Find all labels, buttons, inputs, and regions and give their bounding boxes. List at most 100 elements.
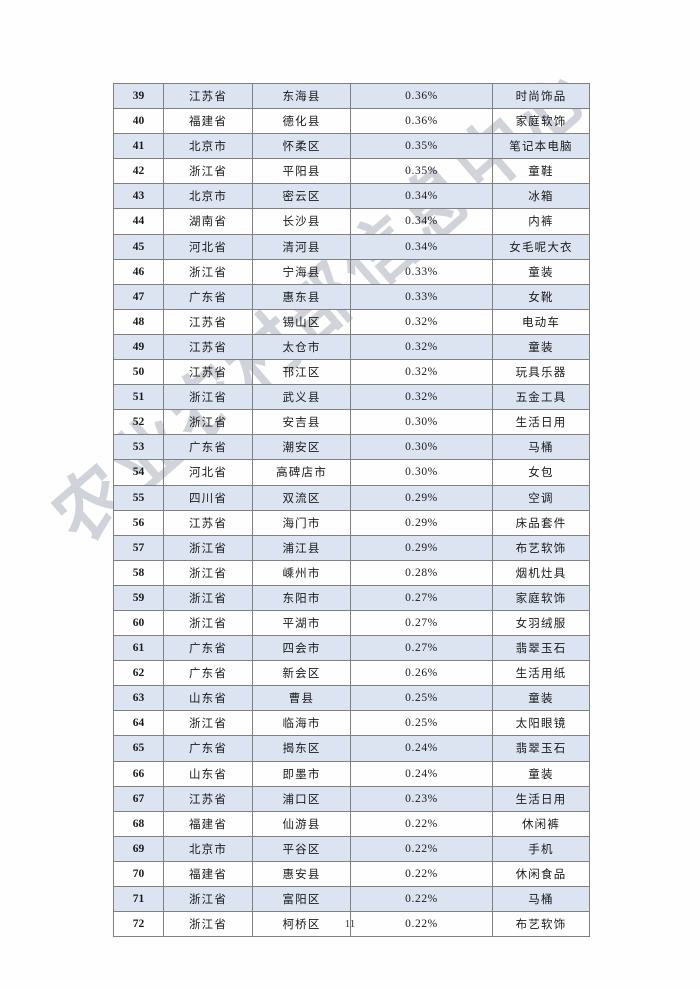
cell-category: 女靴: [492, 283, 590, 310]
cell-province: 广东省: [163, 635, 253, 662]
cell-rank: 39: [113, 82, 164, 110]
table-row: 40 福建省 德化县 0.36% 家庭软饰: [113, 108, 590, 135]
cell-province: 北京市: [163, 835, 253, 862]
cell-rank: 66: [113, 760, 164, 787]
cell-rank: 68: [113, 810, 164, 837]
cell-category: 布艺软饰: [492, 911, 590, 938]
table-row: 45 河北省 清河县 0.34% 女毛呢大衣: [113, 233, 590, 260]
table-row: 71 浙江省 富阳区 0.22% 马桶: [113, 885, 590, 913]
cell-province: 江苏省: [163, 82, 253, 110]
cell-rank: 70: [113, 860, 164, 888]
cell-rank: 57: [113, 534, 164, 561]
cell-rank: 40: [113, 108, 164, 135]
cell-province: 山东省: [163, 760, 253, 787]
table-row: 69 北京市 平谷区 0.22% 手机: [113, 835, 590, 862]
cell-rank: 41: [113, 133, 164, 160]
cell-category: 玩具乐器: [492, 359, 590, 386]
cell-rank: 69: [113, 835, 164, 862]
cell-county: 惠安县: [252, 860, 351, 888]
cell-rank: 67: [113, 785, 164, 812]
cell-percent: 0.24%: [350, 735, 493, 762]
table-row: 54 河北省 高碑店市 0.30% 女包: [113, 459, 590, 486]
cell-rank: 49: [113, 333, 164, 361]
cell-province: 广东省: [163, 660, 253, 687]
cell-province: 河北省: [163, 233, 253, 260]
cell-percent: 0.32%: [350, 333, 493, 361]
cell-percent: 0.34%: [350, 183, 493, 210]
cell-category: 休闲裤: [492, 810, 590, 837]
cell-rank: 48: [113, 308, 164, 335]
table-row: 59 浙江省 东阳市 0.27% 家庭软饰: [113, 584, 590, 611]
cell-county: 怀柔区: [252, 133, 351, 160]
cell-category: 马桶: [492, 885, 590, 913]
cell-rank: 64: [113, 710, 164, 737]
cell-category: 冰箱: [492, 183, 590, 210]
cell-province: 河北省: [163, 459, 253, 486]
cell-province: 福建省: [163, 810, 253, 837]
cell-rank: 51: [113, 384, 164, 411]
cell-percent: 0.27%: [350, 609, 493, 637]
cell-category: 太阳眼镜: [492, 710, 590, 737]
cell-rank: 59: [113, 584, 164, 611]
cell-percent: 0.22%: [350, 860, 493, 888]
table-row: 72 浙江省 柯桥区 0.22% 布艺软饰: [113, 911, 590, 938]
cell-county: 双流区: [252, 484, 351, 511]
cell-category: 布艺软饰: [492, 534, 590, 561]
table-row: 41 北京市 怀柔区 0.35% 笔记本电脑: [113, 133, 590, 160]
cell-province: 浙江省: [163, 710, 253, 737]
cell-rank: 56: [113, 509, 164, 536]
table-row: 49 江苏省 太仓市 0.32% 童装: [113, 333, 590, 361]
table-row: 48 江苏省 锡山区 0.32% 电动车: [113, 308, 590, 335]
cell-category: 家庭软饰: [492, 584, 590, 611]
cell-percent: 0.36%: [350, 108, 493, 135]
cell-province: 浙江省: [163, 584, 253, 611]
cell-rank: 62: [113, 660, 164, 687]
cell-category: 家庭软饰: [492, 108, 590, 135]
table-row: 52 浙江省 安吉县 0.30% 生活日用: [113, 409, 590, 436]
cell-rank: 47: [113, 283, 164, 310]
cell-rank: 52: [113, 409, 164, 436]
cell-county: 锡山区: [252, 308, 351, 335]
cell-county: 德化县: [252, 108, 351, 135]
cell-province: 湖南省: [163, 208, 253, 235]
cell-rank: 63: [113, 685, 164, 712]
cell-county: 浦江县: [252, 534, 351, 561]
cell-category: 生活日用: [492, 409, 590, 436]
cell-county: 四会市: [252, 635, 351, 662]
cell-county: 即墨市: [252, 760, 351, 787]
cell-category: 内裤: [492, 208, 590, 235]
cell-percent: 0.22%: [350, 835, 493, 862]
table-row: 50 江苏省 邗江区 0.32% 玩具乐器: [113, 359, 590, 386]
cell-county: 东阳市: [252, 584, 351, 611]
cell-province: 江苏省: [163, 509, 253, 536]
cell-category: 女羽绒服: [492, 609, 590, 637]
cell-county: 揭东区: [252, 735, 351, 762]
cell-county: 武义县: [252, 384, 351, 411]
cell-category: 翡翠玉石: [492, 635, 590, 662]
cell-category: 女毛呢大衣: [492, 233, 590, 260]
cell-county: 潮安区: [252, 434, 351, 461]
cell-category: 休闲食品: [492, 860, 590, 888]
cell-county: 曹县: [252, 685, 351, 712]
cell-county: 新会区: [252, 660, 351, 687]
county-ranking-table: 39 江苏省 东海县 0.36% 时尚饰品 40 福建省 德化县 0.36% 家庭软饰 41 北京市怀…: [113, 82, 590, 938]
cell-percent: 0.22%: [350, 911, 493, 938]
cell-percent: 0.34%: [350, 233, 493, 260]
cell-county: 惠东县: [252, 283, 351, 310]
table-row: 62 广东省 新会区 0.26% 生活用纸: [113, 660, 590, 687]
cell-province: 四川省: [163, 484, 253, 511]
cell-category: 电动车: [492, 308, 590, 335]
cell-percent: 0.22%: [350, 885, 493, 913]
cell-rank: 71: [113, 885, 164, 913]
cell-rank: 61: [113, 635, 164, 662]
cell-province: 山东省: [163, 685, 253, 712]
cell-category: 五金工具: [492, 384, 590, 411]
table-row: 68 福建省 仙游县 0.22% 休闲裤: [113, 810, 590, 837]
cell-rank: 58: [113, 559, 164, 586]
cell-percent: 0.32%: [350, 308, 493, 335]
cell-category: 床品套件: [492, 509, 590, 536]
cell-province: 浙江省: [163, 609, 253, 637]
cell-percent: 0.35%: [350, 158, 493, 185]
cell-percent: 0.22%: [350, 810, 493, 837]
